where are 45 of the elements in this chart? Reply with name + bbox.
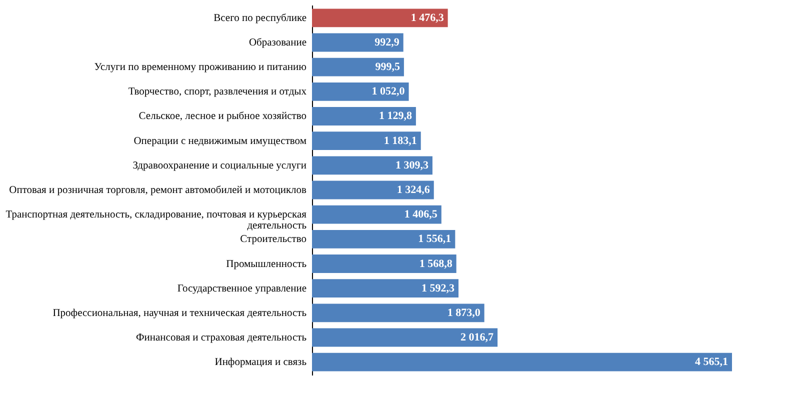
- y-tick-label: Транспортная деятельность, складирование, почтовая и курьерская деятельность: [6, 210, 307, 232]
- bar: [312, 352, 732, 372]
- bar: [312, 230, 456, 248]
- bar: [312, 254, 456, 273]
- data-label: 4 565,1: [695, 356, 728, 368]
- y-tick-label: Строительство: [240, 234, 306, 246]
- data-label: 1 052,0: [372, 86, 406, 98]
- data-label: 992,9: [374, 36, 400, 48]
- data-label: 1 324,6: [396, 184, 430, 196]
- bar: [312, 328, 498, 347]
- bar: [312, 82, 409, 101]
- y-tick-label: Информация и связь: [214, 357, 307, 368]
- y-tick-label: Услуги по временному проживанию и питанию: [94, 62, 307, 74]
- y-tick-label: Операции с недвижимым имуществом: [134, 136, 307, 147]
- data-label: 1 568,8: [419, 258, 453, 270]
- y-tick-label: Финансовая и страховая деятельность: [136, 332, 307, 344]
- y-tick-label: Сельское, лесное и рыбное хозяйство: [138, 111, 306, 122]
- data-label: 1 183,1: [384, 134, 417, 147]
- data-label: 1 873,0: [447, 306, 481, 319]
- y-tick-label: Образование: [248, 37, 307, 48]
- bar: [312, 58, 404, 76]
- data-label: 1 476,3: [410, 12, 444, 24]
- bar: [312, 8, 448, 28]
- y-tick-label: Профессиональная, научная и техническая деятельность: [52, 308, 307, 319]
- y-tick-label: Здравоохранение и социальные услуги: [132, 160, 307, 172]
- bar: [312, 132, 421, 150]
- data-label: 1 129,8: [378, 110, 412, 122]
- bar: [312, 279, 458, 298]
- bar: [312, 107, 416, 126]
- bar: [312, 156, 432, 175]
- y-tick-label: Государственное управление: [177, 283, 307, 294]
- bar: [312, 205, 442, 224]
- data-label: 1 556,1: [418, 233, 452, 246]
- y-tick-label: Оптовая и розничная торговля, ремонт автомобилей и мотоциклов: [9, 185, 307, 196]
- y-tick-label: Промышленность: [226, 258, 307, 270]
- bar: [312, 33, 404, 52]
- bar: [312, 180, 434, 200]
- bar: [312, 304, 484, 322]
- data-label: 2 016,7: [460, 332, 494, 344]
- y-tick-label: Всего по республике: [214, 12, 307, 24]
- y-tick-label: Творчество, спорт, развлечения и отдых: [128, 86, 308, 98]
- data-label: 999,5: [375, 61, 400, 74]
- data-label: 1 592,3: [421, 282, 455, 294]
- data-label: 1 406,5: [404, 208, 438, 221]
- data-label: 1 309,3: [395, 159, 429, 172]
